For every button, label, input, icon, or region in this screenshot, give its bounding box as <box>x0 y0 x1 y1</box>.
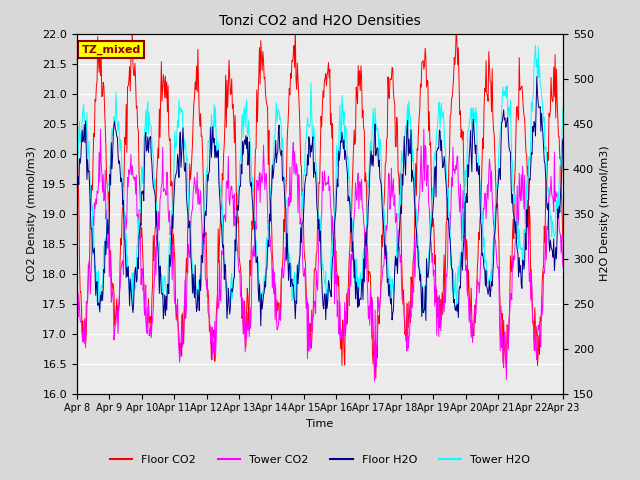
X-axis label: Time: Time <box>307 419 333 429</box>
Text: TZ_mixed: TZ_mixed <box>82 44 141 55</box>
Y-axis label: CO2 Density (mmol/m3): CO2 Density (mmol/m3) <box>27 146 36 281</box>
Y-axis label: H2O Density (mmol/m3): H2O Density (mmol/m3) <box>600 146 610 281</box>
Legend: Floor CO2, Tower CO2, Floor H2O, Tower H2O: Floor CO2, Tower CO2, Floor H2O, Tower H… <box>105 451 535 469</box>
Title: Tonzi CO2 and H2O Densities: Tonzi CO2 and H2O Densities <box>219 14 421 28</box>
